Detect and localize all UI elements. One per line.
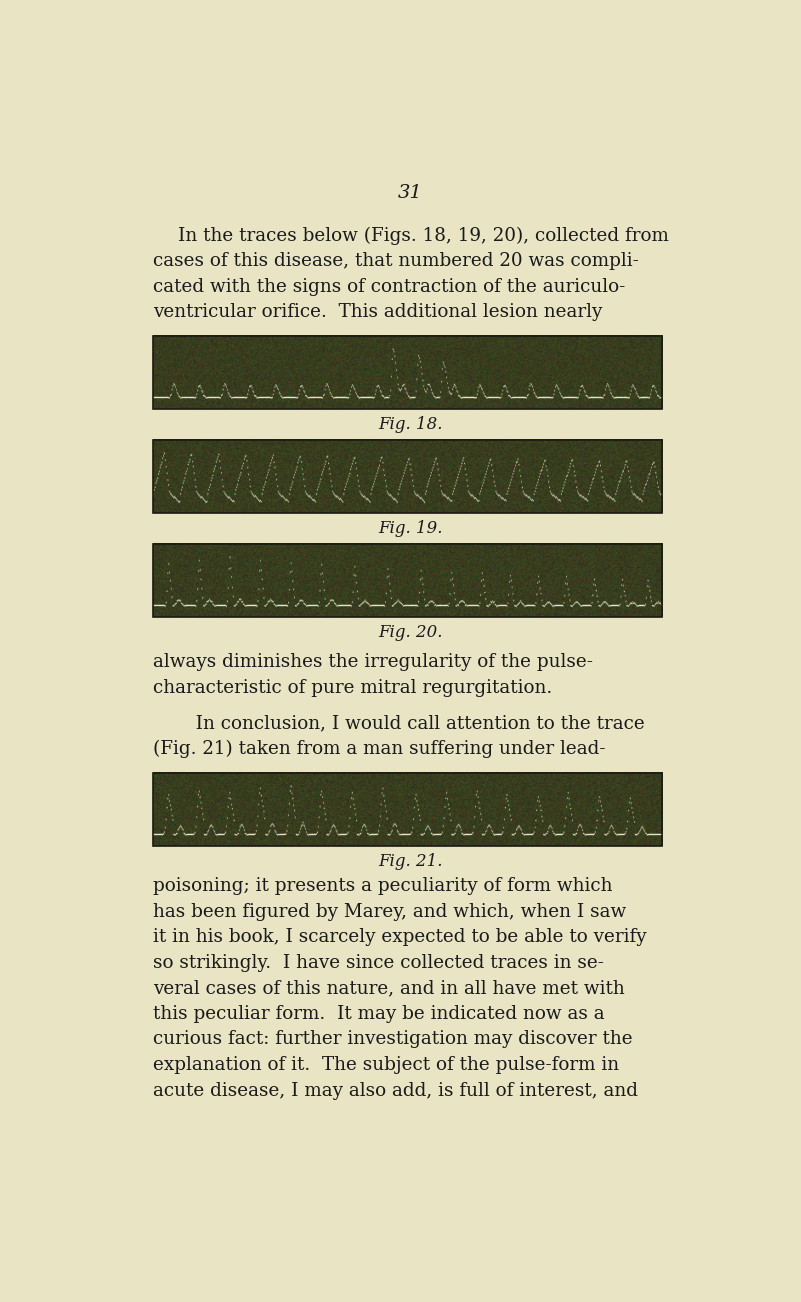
Text: Fig. 21.: Fig. 21.: [378, 853, 443, 870]
Bar: [153, 773, 662, 846]
Text: always diminishes the irregularity of the pulse-: always diminishes the irregularity of th…: [153, 654, 593, 672]
Text: Fig. 20.: Fig. 20.: [378, 625, 443, 642]
Text: Fig. 18.: Fig. 18.: [378, 415, 443, 432]
Text: has been figured by Marey, and which, when I saw: has been figured by Marey, and which, wh…: [153, 902, 626, 921]
Text: explanation of it.  The subject of the pulse-form in: explanation of it. The subject of the pu…: [153, 1056, 619, 1074]
Text: characteristic of pure mitral regurgitation.: characteristic of pure mitral regurgitat…: [153, 680, 552, 697]
Bar: [153, 440, 662, 513]
Text: acute disease, I may also add, is full of interest, and: acute disease, I may also add, is full o…: [153, 1082, 638, 1100]
Text: 31: 31: [398, 185, 423, 202]
Bar: [153, 544, 662, 617]
Text: In the traces below (Figs. 18, 19, 20), collected from: In the traces below (Figs. 18, 19, 20), …: [178, 227, 669, 245]
Text: curious fact: further investigation may discover the: curious fact: further investigation may …: [153, 1030, 633, 1048]
Text: ventricular orifice.  This additional lesion nearly: ventricular orifice. This additional les…: [153, 303, 602, 322]
Text: it in his book, I scarcely expected to be able to verify: it in his book, I scarcely expected to b…: [153, 928, 646, 947]
Text: Fig. 19.: Fig. 19.: [378, 521, 443, 538]
Bar: [153, 336, 662, 409]
Text: In conclusion, I would call attention to the trace: In conclusion, I would call attention to…: [178, 715, 645, 733]
Text: cases of this disease, that numbered 20 was compli-: cases of this disease, that numbered 20 …: [153, 253, 638, 270]
Text: so strikingly.  I have since collected traces in se-: so strikingly. I have since collected tr…: [153, 954, 604, 971]
Text: this peculiar form.  It may be indicated now as a: this peculiar form. It may be indicated …: [153, 1005, 605, 1023]
Text: poisoning; it presents a peculiarity of form which: poisoning; it presents a peculiarity of …: [153, 878, 613, 894]
Text: cated with the signs of contraction of the auriculo-: cated with the signs of contraction of t…: [153, 277, 625, 296]
Text: (Fig. 21) taken from a man suffering under lead-: (Fig. 21) taken from a man suffering und…: [153, 741, 606, 759]
Text: veral cases of this nature, and in all have met with: veral cases of this nature, and in all h…: [153, 979, 625, 997]
